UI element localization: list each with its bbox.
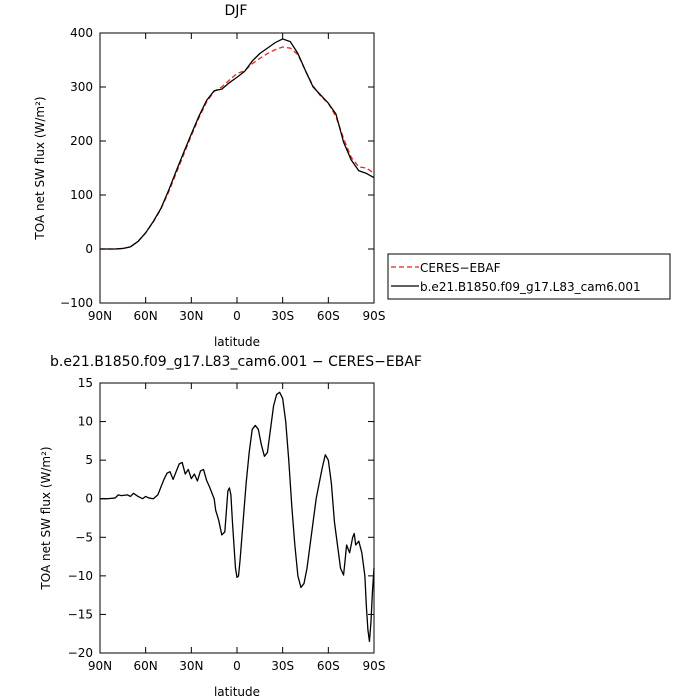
bottom-difference-line [100, 391, 375, 643]
bottom-x-tick-label: 0 [233, 659, 241, 673]
bottom-y-axis-label: TOA net SW flux (W/m²) [39, 446, 53, 590]
top-y-tick-label: 400 [70, 26, 93, 40]
bottom-x-tick-label: 60N [134, 659, 158, 673]
bottom-y-tick-label: 0 [85, 492, 93, 506]
bottom-x-tick-label: 30S [271, 659, 294, 673]
bottom-x-tick-label: 60S [317, 659, 340, 673]
bottom-y-tick-label: −10 [68, 569, 93, 583]
top-y-tick-label: 100 [70, 188, 93, 202]
top-panel: DJF 90N 60N 30N 0 30S 60S 90S −100 0 100 200 300 40… [33, 3, 385, 349]
legend-label-ceres: CERES−EBAF [420, 261, 501, 275]
top-y-ticks: −100 0 100 200 300 400 [60, 26, 374, 310]
bottom-x-axis-label: latitude [214, 685, 260, 699]
top-x-axis-label: latitude [214, 335, 260, 349]
bottom-y-tick-label: −5 [75, 530, 93, 544]
top-y-axis-label: TOA net SW flux (W/m²) [33, 96, 47, 240]
top-model-line [100, 38, 375, 250]
top-plot-frame [99, 32, 375, 304]
bottom-y-tick-label: 5 [85, 453, 93, 467]
top-x-tick-label: 30N [179, 309, 203, 323]
bottom-y-ticks: −20 −15 −10 −5 0 5 10 15 [68, 376, 374, 660]
top-y-tick-label: −100 [60, 296, 93, 310]
top-x-tick-label: 90S [363, 309, 386, 323]
top-x-ticks: 90N 60N 30N 0 30S 60S 90S [88, 33, 386, 323]
top-x-tick-label: 60N [134, 309, 158, 323]
bottom-x-tick-label: 30N [179, 659, 203, 673]
legend-box [387, 253, 671, 300]
legend-label-model: b.e21.B1850.f09_g17.L83_cam6.001 [420, 280, 641, 294]
bottom-series-lines [100, 391, 375, 643]
bottom-x-tick-label: 90S [363, 659, 386, 673]
top-x-tick-label: 0 [233, 309, 241, 323]
bottom-y-tick-label: 15 [78, 376, 93, 390]
top-title: DJF [225, 3, 248, 19]
bottom-x-tick-label: 90N [88, 659, 112, 673]
top-series-lines [100, 38, 375, 250]
top-x-tick-label: 60S [317, 309, 340, 323]
bottom-y-tick-label: −20 [68, 646, 93, 660]
bottom-y-tick-label: 10 [78, 415, 93, 429]
bottom-x-ticks: 90N 60N 30N 0 30S 60S 90S [88, 383, 386, 673]
top-x-tick-label: 30S [271, 309, 294, 323]
bottom-panel: b.e21.B1850.f09_g17.L83_cam6.001 − CERES… [39, 354, 422, 699]
top-y-tick-label: 0 [85, 242, 93, 256]
bottom-y-tick-label: −15 [68, 607, 93, 621]
legend: CERES−EBAF b.e21.B1850.f09_g17.L83_cam6.… [387, 253, 671, 300]
bottom-title: b.e21.B1850.f09_g17.L83_cam6.001 − CERES… [50, 354, 422, 370]
top-x-tick-label: 90N [88, 309, 112, 323]
top-y-tick-label: 200 [70, 134, 93, 148]
top-y-tick-label: 300 [70, 80, 93, 94]
bottom-plot-frame [99, 382, 375, 654]
